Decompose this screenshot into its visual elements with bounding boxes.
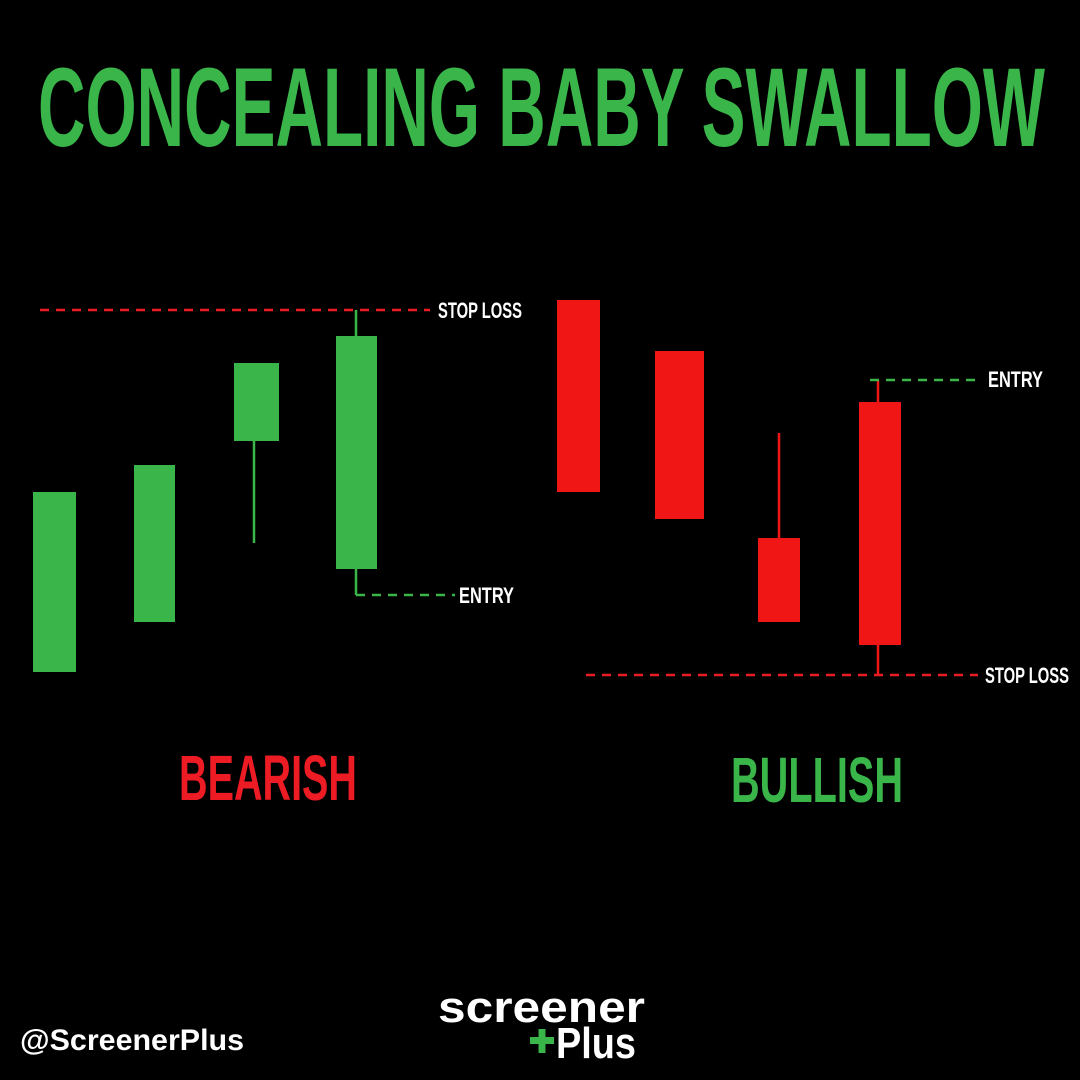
entry-label: ENTRY [988,367,1043,392]
candle [134,465,175,622]
candle [234,363,279,441]
bearish-panel: STOP LOSS ENTRY BEARISH [33,298,522,814]
candle [758,538,800,622]
title: CONCEALING BABY SWALLOW [38,45,1045,170]
panel-label: BEARISH [179,742,357,814]
candle [33,492,76,672]
handle: @ScreenerPlus [20,1024,244,1057]
logo-top: screener [438,983,645,1032]
candle [557,300,600,492]
logo-plus-sign [530,1029,554,1053]
stop-loss-label: STOP LOSS [985,663,1069,688]
stop-loss-label: STOP LOSS [438,298,522,323]
panel-label: BULLISH [731,744,903,816]
candle [336,336,377,569]
entry-label: ENTRY [459,583,514,608]
bullish-panel: ENTRY STOP LOSS BULLISH [557,300,1069,816]
candle [859,402,901,645]
logo-bottom: Plus [556,1019,636,1068]
candle [655,351,704,519]
